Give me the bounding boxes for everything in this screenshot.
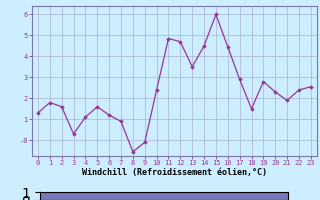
X-axis label: Windchill (Refroidissement éolien,°C): Windchill (Refroidissement éolien,°C): [82, 168, 267, 177]
